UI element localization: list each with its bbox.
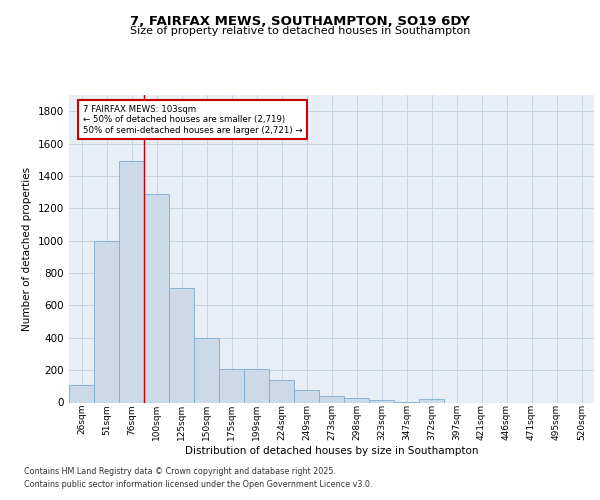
- Bar: [244, 368, 269, 402]
- Text: 7 FAIRFAX MEWS: 103sqm
← 50% of detached houses are smaller (2,719)
50% of semi-: 7 FAIRFAX MEWS: 103sqm ← 50% of detached…: [83, 104, 302, 134]
- Bar: [419, 400, 444, 402]
- Text: Contains HM Land Registry data © Crown copyright and database right 2025.: Contains HM Land Registry data © Crown c…: [24, 467, 336, 476]
- Bar: [219, 368, 244, 402]
- Bar: [69, 384, 94, 402]
- Bar: [144, 194, 169, 402]
- Bar: [269, 380, 294, 402]
- X-axis label: Distribution of detached houses by size in Southampton: Distribution of detached houses by size …: [185, 446, 478, 456]
- Bar: [369, 400, 394, 402]
- Bar: [294, 390, 319, 402]
- Bar: [94, 240, 119, 402]
- Bar: [319, 396, 344, 402]
- Y-axis label: Number of detached properties: Number of detached properties: [22, 166, 32, 331]
- Text: 7, FAIRFAX MEWS, SOUTHAMPTON, SO19 6DY: 7, FAIRFAX MEWS, SOUTHAMPTON, SO19 6DY: [130, 15, 470, 28]
- Bar: [169, 288, 194, 403]
- Bar: [119, 162, 144, 402]
- Bar: [344, 398, 369, 402]
- Text: Contains public sector information licensed under the Open Government Licence v3: Contains public sector information licen…: [24, 480, 373, 489]
- Bar: [194, 338, 219, 402]
- Text: Size of property relative to detached houses in Southampton: Size of property relative to detached ho…: [130, 26, 470, 36]
